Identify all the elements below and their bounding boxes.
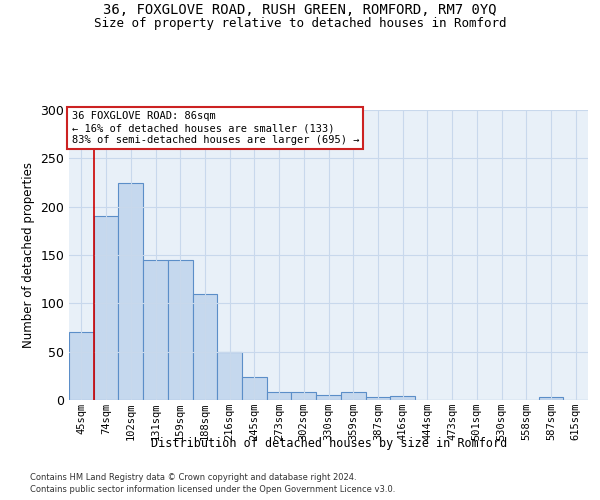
Bar	[242, 377, 267, 400]
Text: Distribution of detached houses by size in Romford: Distribution of detached houses by size …	[151, 438, 507, 450]
Bar	[168, 260, 193, 400]
Bar	[390, 396, 415, 400]
Text: 36 FOXGLOVE ROAD: 86sqm
← 16% of detached houses are smaller (133)
83% of semi-d: 36 FOXGLOVE ROAD: 86sqm ← 16% of detache…	[71, 112, 359, 144]
Bar	[94, 216, 118, 400]
Bar	[292, 392, 316, 400]
Bar	[316, 395, 341, 400]
Bar	[69, 332, 94, 400]
Bar	[118, 184, 143, 400]
Text: 36, FOXGLOVE ROAD, RUSH GREEN, ROMFORD, RM7 0YQ: 36, FOXGLOVE ROAD, RUSH GREEN, ROMFORD, …	[103, 2, 497, 16]
Bar	[341, 392, 365, 400]
Text: Contains HM Land Registry data © Crown copyright and database right 2024.: Contains HM Land Registry data © Crown c…	[30, 472, 356, 482]
Text: Size of property relative to detached houses in Romford: Size of property relative to detached ho…	[94, 18, 506, 30]
Bar	[267, 392, 292, 400]
Bar	[193, 294, 217, 400]
Bar	[143, 260, 168, 400]
Bar	[365, 397, 390, 400]
Bar	[217, 352, 242, 400]
Bar	[539, 397, 563, 400]
Text: Contains public sector information licensed under the Open Government Licence v3: Contains public sector information licen…	[30, 485, 395, 494]
Y-axis label: Number of detached properties: Number of detached properties	[22, 162, 35, 348]
